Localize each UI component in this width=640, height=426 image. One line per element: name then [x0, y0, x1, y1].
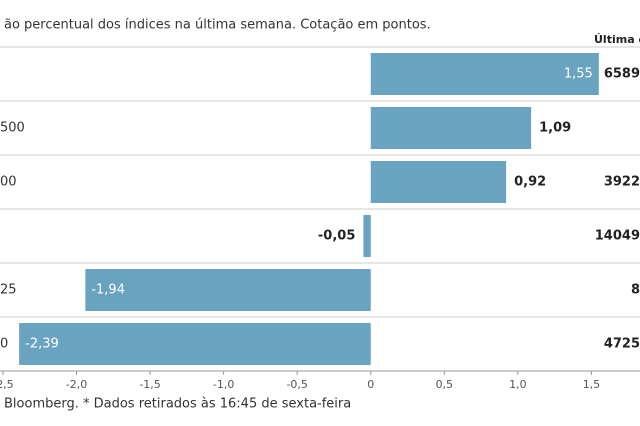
category-label: 500 [0, 121, 25, 136]
bar [19, 323, 371, 365]
x-tick-label: 0 [367, 378, 374, 391]
category-label: 0 [0, 337, 8, 352]
x-tick-label: -0,5 [286, 378, 307, 391]
x-tick-label: 1,5 [583, 378, 601, 391]
value-label: -1,94 [91, 283, 125, 298]
bar [370, 161, 507, 203]
category-label: 00 [0, 175, 17, 190]
bar [370, 107, 532, 149]
chart-title: ão percentual dos índices na última sema… [4, 18, 431, 33]
bar [85, 269, 371, 311]
x-tick-label: -2,5 [0, 378, 14, 391]
bar [363, 215, 371, 257]
value-label: -0,05 [318, 229, 355, 244]
last-quote: 6589 [604, 67, 640, 82]
last-quote: 8 [631, 283, 640, 298]
value-label: 1,09 [539, 121, 571, 136]
x-tick-label: 0,5 [436, 378, 454, 391]
x-tick-label: -2,0 [66, 378, 87, 391]
bar [370, 53, 599, 95]
x-tick-label: -1,5 [139, 378, 160, 391]
last-quote: 3922 [604, 175, 640, 190]
value-label: 1,55 [564, 67, 593, 82]
value-label: -2,39 [25, 337, 59, 352]
x-tick-label: 1,0 [509, 378, 527, 391]
source: Bloomberg. * Dados retirados às 16:45 de… [4, 397, 351, 412]
category-label: 25 [0, 283, 17, 298]
last-quote: 4725 [604, 337, 640, 352]
last-quote: 14049 [595, 229, 640, 244]
x-tick-label: -1,0 [213, 378, 234, 391]
value-label: 0,92 [514, 175, 546, 190]
column-header: Última c [594, 33, 640, 46]
